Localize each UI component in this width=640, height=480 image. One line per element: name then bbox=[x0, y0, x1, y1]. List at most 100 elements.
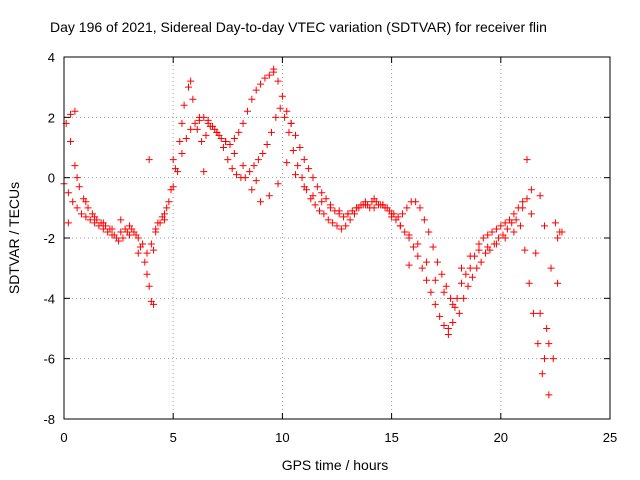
data-point bbox=[126, 231, 134, 239]
data-point bbox=[519, 204, 527, 212]
data-point bbox=[230, 134, 238, 142]
data-point bbox=[278, 92, 286, 100]
data-point bbox=[554, 234, 562, 242]
data-point bbox=[261, 74, 269, 82]
data-point bbox=[403, 204, 411, 212]
data-point bbox=[545, 391, 553, 399]
data-point bbox=[337, 225, 345, 233]
data-point bbox=[300, 156, 308, 164]
grid bbox=[64, 57, 610, 419]
data-point bbox=[64, 219, 72, 227]
data-point bbox=[184, 83, 192, 91]
data-point bbox=[204, 116, 212, 124]
data-point bbox=[132, 231, 140, 239]
data-point bbox=[438, 270, 446, 278]
data-point bbox=[309, 192, 317, 200]
data-point bbox=[73, 174, 81, 182]
data-point bbox=[248, 95, 256, 103]
data-point bbox=[508, 219, 516, 227]
data-point bbox=[322, 195, 330, 203]
data-point bbox=[206, 122, 214, 130]
data-point bbox=[187, 77, 195, 85]
data-point bbox=[285, 128, 293, 136]
data-point bbox=[556, 228, 564, 236]
data-point bbox=[283, 107, 291, 115]
data-point bbox=[394, 213, 402, 221]
data-point bbox=[412, 198, 420, 206]
y-tick-label: 0 bbox=[48, 171, 55, 186]
data-point bbox=[108, 225, 116, 233]
data-point bbox=[84, 204, 92, 212]
data-point bbox=[274, 180, 282, 188]
data-point bbox=[213, 128, 221, 136]
data-point bbox=[117, 228, 125, 236]
data-point bbox=[350, 210, 358, 218]
data-point bbox=[540, 355, 548, 363]
data-point bbox=[272, 113, 280, 121]
data-point bbox=[257, 198, 265, 206]
data-point bbox=[318, 198, 326, 206]
y-tick-label: -6 bbox=[43, 352, 55, 367]
data-point bbox=[110, 231, 118, 239]
data-point bbox=[187, 125, 195, 133]
data-point bbox=[525, 279, 533, 287]
data-point bbox=[320, 210, 328, 218]
data-point bbox=[64, 189, 72, 197]
data-point bbox=[228, 165, 236, 173]
data-point bbox=[117, 216, 125, 224]
data-point bbox=[152, 225, 160, 233]
data-point bbox=[342, 222, 350, 230]
y-tick-label: -8 bbox=[43, 412, 55, 427]
data-point bbox=[316, 207, 324, 215]
data-point bbox=[501, 219, 509, 227]
data-point bbox=[150, 246, 158, 254]
data-point bbox=[167, 186, 175, 194]
data-point bbox=[283, 159, 291, 167]
data-point bbox=[230, 150, 238, 158]
data-point bbox=[423, 276, 431, 284]
data-point bbox=[71, 162, 79, 170]
data-point bbox=[318, 189, 326, 197]
data-point bbox=[241, 174, 249, 182]
x-tick-label: 20 bbox=[494, 430, 508, 445]
data-point bbox=[163, 204, 171, 212]
data-point bbox=[198, 137, 206, 145]
data-point bbox=[495, 234, 503, 242]
data-point bbox=[119, 234, 127, 242]
data-point bbox=[554, 279, 562, 287]
data-point bbox=[160, 216, 168, 224]
series-track-c bbox=[64, 77, 562, 348]
data-point bbox=[239, 162, 247, 170]
y-tick-label: -2 bbox=[43, 231, 55, 246]
data-point bbox=[246, 168, 254, 176]
data-point bbox=[292, 171, 300, 179]
data-point bbox=[189, 95, 197, 103]
data-point bbox=[405, 231, 413, 239]
data-point bbox=[67, 137, 75, 145]
data-point bbox=[466, 264, 474, 272]
data-point bbox=[176, 137, 184, 145]
data-point bbox=[482, 249, 490, 257]
data-point bbox=[444, 325, 452, 332]
data-point bbox=[178, 119, 186, 127]
chart-title: Day 196 of 2021, Sidereal Day-to-day VTE… bbox=[50, 19, 547, 35]
data-point bbox=[527, 210, 535, 218]
data-point bbox=[543, 325, 551, 332]
data-point bbox=[326, 204, 334, 212]
data-point bbox=[444, 331, 452, 339]
data-point bbox=[77, 210, 85, 218]
data-point bbox=[466, 252, 474, 260]
data-point bbox=[171, 165, 179, 173]
data-point bbox=[252, 86, 260, 94]
data-point bbox=[418, 264, 426, 272]
data-point bbox=[296, 144, 304, 151]
data-point bbox=[551, 219, 559, 227]
data-point bbox=[200, 168, 208, 176]
data-point bbox=[143, 249, 151, 257]
data-point bbox=[420, 216, 428, 224]
data-point bbox=[538, 370, 546, 378]
x-tick-label: 10 bbox=[275, 430, 289, 445]
data-point bbox=[501, 234, 509, 242]
data-point bbox=[75, 183, 83, 191]
data-point bbox=[409, 243, 417, 251]
